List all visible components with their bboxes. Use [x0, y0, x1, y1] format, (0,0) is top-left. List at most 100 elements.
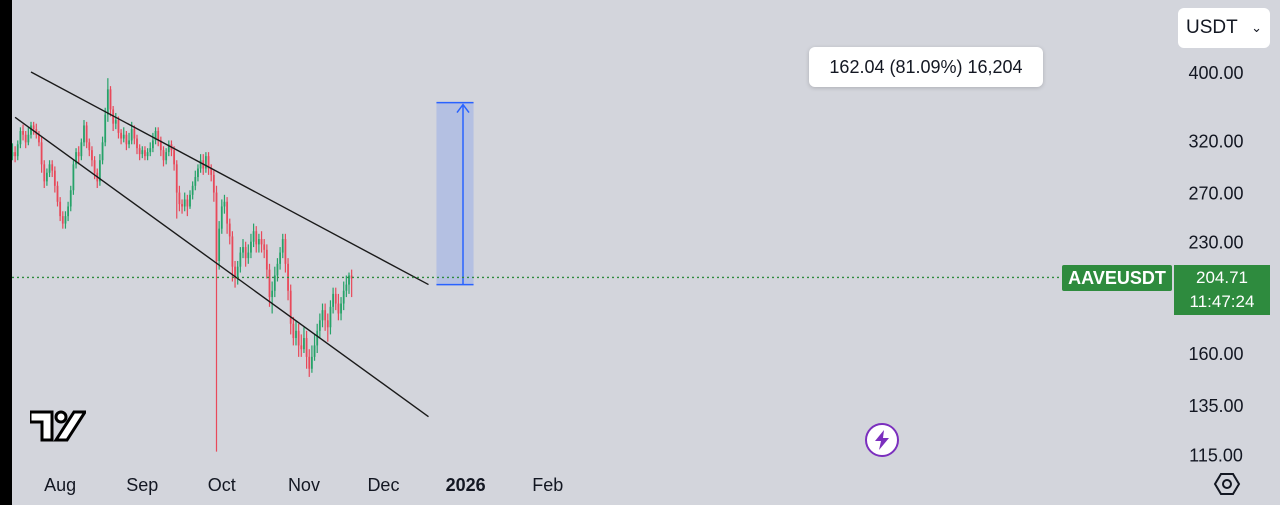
tradingview-logo-icon[interactable]: [30, 410, 86, 442]
candle-body: [152, 140, 154, 149]
time-tick-label: Sep: [126, 475, 158, 495]
candle-body: [104, 114, 107, 143]
candle-body: [181, 204, 183, 207]
candle-body: [300, 345, 303, 350]
candle: [96, 168, 99, 189]
candle-body: [93, 160, 96, 173]
candle: [271, 281, 274, 314]
candle: [228, 218, 231, 245]
candle-body: [247, 252, 250, 259]
candle-body: [284, 239, 287, 264]
candle-body: [268, 269, 271, 298]
candle: [75, 148, 77, 169]
flash-icon[interactable]: [865, 423, 899, 457]
channel-upper: [30, 71, 429, 286]
candle: [236, 260, 239, 285]
candle-body: [77, 152, 80, 157]
candle: [258, 233, 260, 253]
candle-body: [24, 134, 27, 143]
candle: [83, 120, 85, 147]
candle-body: [348, 275, 350, 285]
candle: [46, 168, 48, 186]
candle: [218, 221, 221, 270]
candle-body: [212, 174, 215, 193]
price-tick-label: 160.00: [1188, 344, 1243, 364]
currency-select[interactable]: USDT ⌄: [1178, 8, 1270, 48]
candle: [295, 320, 297, 346]
candle: [27, 127, 30, 146]
candle-body: [273, 275, 276, 291]
candle-body: [59, 201, 62, 217]
candle: [308, 349, 311, 377]
settings-icon[interactable]: [1213, 470, 1241, 498]
candle: [263, 239, 266, 259]
candle-body: [244, 247, 247, 259]
candle: [181, 199, 183, 214]
candle: [173, 146, 175, 171]
candle: [265, 244, 268, 279]
candle-body: [61, 216, 64, 224]
candle: [51, 160, 54, 178]
candle: [114, 112, 117, 130]
candle: [205, 152, 207, 173]
candle: [231, 231, 234, 282]
candle: [326, 313, 329, 342]
candle-body: [215, 192, 218, 261]
candle-body: [22, 130, 24, 135]
time-axis[interactable]: Aug Sep Oct Nov Dec 2026 Feb: [44, 475, 563, 495]
candle-body: [11, 152, 14, 157]
candle: [136, 134, 138, 155]
candle-body: [120, 132, 122, 139]
time-tick-label: Dec: [367, 475, 399, 495]
last-price-value: 204.71: [1196, 268, 1248, 287]
candle: [101, 136, 104, 165]
candle: [77, 146, 80, 165]
candle: [67, 201, 69, 222]
candle-body: [91, 150, 93, 161]
candle: [281, 233, 284, 259]
channel-lower: [14, 116, 429, 418]
projection-zone: [436, 102, 474, 285]
candle-body: [334, 293, 337, 304]
candle: [24, 130, 27, 149]
candle: [146, 148, 149, 161]
candle-body: [281, 239, 284, 253]
candle: [149, 142, 152, 157]
candle-body: [342, 290, 345, 304]
candle: [350, 269, 353, 298]
candle: [223, 194, 226, 214]
candle: [112, 106, 115, 131]
candle: [311, 345, 313, 373]
candle: [85, 121, 88, 149]
candle-body: [53, 170, 56, 186]
candle: [157, 127, 160, 147]
candle: [35, 123, 38, 139]
price-tick-label: 400.00: [1188, 63, 1243, 83]
candle: [64, 211, 67, 229]
candle: [345, 275, 348, 298]
candle-body: [173, 150, 175, 165]
candle-body: [234, 266, 236, 279]
price-tick-label: 135.00: [1188, 396, 1243, 416]
candle-body: [85, 125, 88, 143]
price-axis[interactable]: 400.00 320.00 270.00 230.00 160.00 135.00 115.…: [1188, 63, 1243, 465]
candle-body: [64, 216, 67, 224]
price-projection: [436, 101, 474, 286]
candle-body: [32, 125, 35, 130]
candle: [11, 143, 14, 161]
candle: [120, 129, 122, 145]
candle: [197, 164, 199, 182]
time-tick-label: Feb: [532, 475, 563, 495]
candle-body: [308, 356, 311, 369]
candle: [321, 303, 324, 328]
candle-body: [292, 323, 295, 339]
candle-body: [141, 150, 144, 155]
candle-body: [218, 228, 221, 261]
candle-body: [133, 129, 136, 139]
candle: [324, 303, 327, 331]
chevron-down-icon: ⌄: [1251, 20, 1262, 35]
candle: [141, 146, 144, 159]
time-tick-label: Oct: [208, 475, 236, 495]
lightning-icon: [875, 430, 889, 450]
